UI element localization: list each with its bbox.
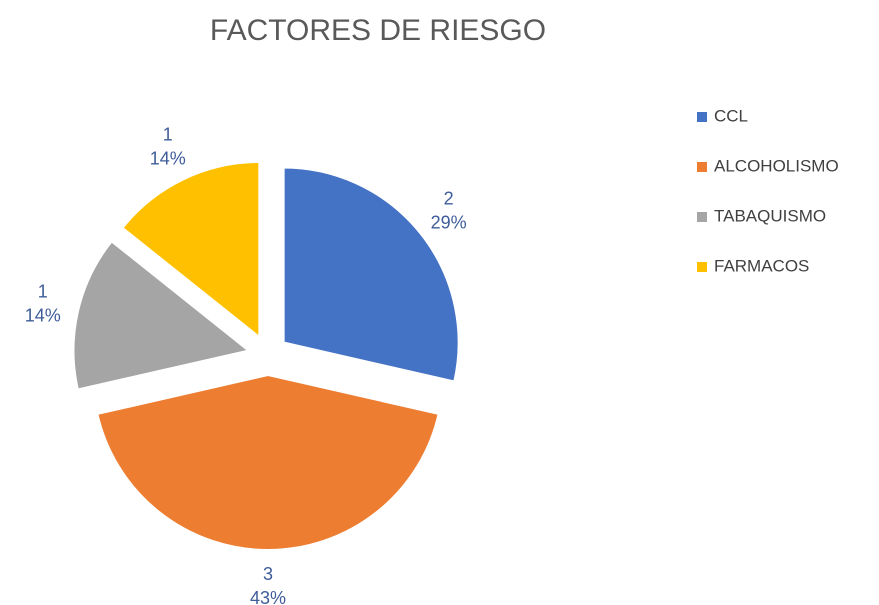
data-label: 14% [150, 149, 186, 169]
legend-marker [697, 112, 707, 122]
legend-label: ALCOHOLISMO [714, 156, 839, 175]
legend-label: TABAQUISMO [714, 206, 826, 225]
pie-slice [282, 166, 460, 383]
pie-slice [72, 240, 251, 391]
legend-label: CCL [714, 106, 748, 125]
data-label: 2 [444, 189, 454, 209]
data-label: 1 [38, 281, 48, 301]
data-label: 1 [163, 125, 173, 145]
legend-label: FARMACOS [714, 256, 809, 275]
legend-marker [697, 262, 707, 272]
data-label: 3 [263, 564, 273, 584]
chart-title: FACTORES DE RIESGO [210, 14, 546, 47]
pie-slice [121, 160, 261, 340]
legend-marker [697, 212, 707, 222]
data-label: 29% [431, 213, 467, 233]
legend-marker [697, 162, 707, 172]
data-label: 43% [250, 588, 286, 605]
data-label: 14% [25, 305, 61, 325]
pie-slice [96, 373, 440, 551]
